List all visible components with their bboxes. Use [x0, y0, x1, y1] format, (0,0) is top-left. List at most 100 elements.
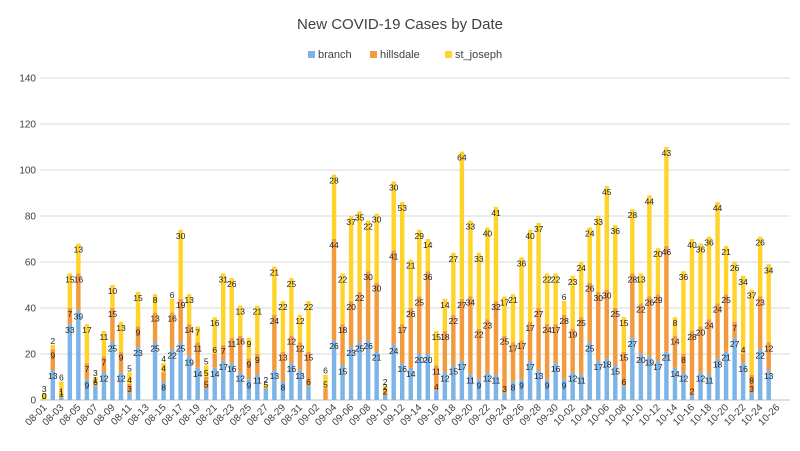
- gridlines: [40, 77, 790, 401]
- data-label-hillsdale: 4: [161, 363, 166, 373]
- bar-branch: [238, 372, 243, 400]
- data-label-st_joseph: 34: [764, 265, 774, 275]
- data-label-branch: 20: [415, 355, 425, 365]
- bar-branch: [221, 360, 226, 400]
- data-label-st_joseph: 15: [432, 332, 442, 342]
- data-label-branch: 12: [236, 373, 246, 383]
- bar-branch: [255, 374, 260, 400]
- data-label-hillsdale: 25: [415, 298, 425, 308]
- data-label-branch: 17: [525, 362, 535, 372]
- bar-branch: [578, 374, 584, 400]
- bar-hillsdale: [434, 365, 439, 391]
- bar-st_joseph: [365, 220, 371, 272]
- data-label-st_joseph: 15: [65, 275, 75, 285]
- data-label-branch: 13: [295, 371, 305, 381]
- bar-hillsdale: [417, 296, 422, 354]
- bar-st_joseph: [110, 285, 115, 308]
- data-label-branch: 16: [738, 364, 748, 374]
- bar-branch: [681, 372, 686, 400]
- bar-st_joseph: [732, 262, 737, 322]
- data-label-branch: 21: [662, 353, 672, 363]
- bar-branch: [476, 379, 482, 400]
- bar-hillsdale: [596, 291, 601, 361]
- bar-branch: [519, 379, 524, 400]
- data-label-st_joseph: 2: [383, 377, 388, 387]
- data-label-branch: 26: [363, 341, 373, 351]
- data-label-branch: 21: [721, 353, 731, 363]
- bar-branch: [715, 358, 720, 400]
- data-label-branch: 13: [534, 371, 544, 381]
- data-label-st_joseph: 21: [721, 247, 731, 257]
- bar-branch: [451, 365, 456, 400]
- legend-label-st_joseph: st_joseph: [455, 49, 502, 61]
- bar-st_joseph: [246, 337, 252, 359]
- bar-branch: [459, 360, 465, 400]
- bar-st_joseph: [238, 305, 243, 336]
- data-label-st_joseph: 8: [153, 295, 158, 305]
- bar-hillsdale: [757, 296, 763, 350]
- bar-hillsdale: [732, 321, 737, 338]
- bar-hillsdale: [365, 271, 371, 341]
- bar-branch: [655, 360, 661, 400]
- bar-st_joseph: [766, 264, 771, 343]
- data-label-hillsdale: 28: [687, 332, 697, 342]
- data-label-st_joseph: 26: [755, 238, 765, 248]
- bar-branch: [340, 365, 345, 400]
- data-label-hillsdale: 22: [449, 316, 459, 326]
- data-label-hillsdale: 4: [127, 375, 132, 385]
- y-tick-label: 60: [25, 258, 37, 269]
- data-label-branch: 16: [551, 364, 561, 374]
- data-label-branch: 9: [562, 380, 567, 390]
- bar-hillsdale: [229, 337, 234, 364]
- bar-branch: [59, 397, 64, 400]
- bar-hillsdale: [67, 308, 73, 325]
- bar-st_joseph: [50, 344, 55, 350]
- data-label-hillsdale: 12: [764, 344, 774, 354]
- data-label-branch: 23: [346, 348, 356, 358]
- bar-st_joseph: [681, 271, 686, 354]
- bar-hillsdale: [135, 326, 141, 348]
- data-label-st_joseph: 33: [466, 222, 476, 232]
- data-label-hillsdale: 18: [440, 332, 450, 342]
- x-axis-ticks: 08-0108-0308-0508-0708-0908-1108-1308-15…: [24, 402, 783, 428]
- data-label-branch: 11: [577, 376, 586, 386]
- data-label-hillsdale: 12: [295, 344, 305, 354]
- data-label-hillsdale: 12: [287, 337, 297, 347]
- data-label-st_joseph: 7: [195, 327, 200, 337]
- bar-hillsdale: [152, 312, 158, 343]
- bar-st_joseph: [382, 386, 388, 391]
- y-tick-label: 80: [25, 212, 37, 223]
- data-label-st_joseph: 6: [562, 292, 567, 302]
- data-label-st_joseph: 40: [525, 231, 535, 241]
- data-label-branch: 16: [287, 364, 297, 374]
- data-label-st_joseph: 27: [449, 254, 459, 264]
- bar-hillsdale: [613, 308, 618, 366]
- bar-hillsdale: [647, 296, 652, 357]
- data-label-st_joseph: 30: [389, 183, 399, 193]
- data-label-hillsdale: 5: [204, 368, 209, 378]
- bar-branch: [638, 354, 644, 400]
- data-label-st_joseph: 14: [440, 300, 450, 310]
- bar-st_joseph: [493, 206, 499, 302]
- data-label-branch: 3: [127, 384, 132, 394]
- bar-st_joseph: [118, 321, 124, 352]
- bar-branch: [510, 381, 516, 400]
- data-label-branch: 27: [730, 339, 740, 349]
- bar-branch: [152, 342, 158, 400]
- bar-hillsdale: [221, 344, 226, 361]
- data-label-hillsdale: 15: [304, 353, 314, 363]
- bar-hillsdale: [169, 312, 175, 350]
- bar-hillsdale: [664, 245, 669, 352]
- data-label-hillsdale: 11: [193, 344, 202, 354]
- data-label-branch: 24: [389, 346, 399, 356]
- data-label-st_joseph: 33: [594, 217, 604, 227]
- bar-branch: [272, 370, 277, 400]
- data-label-st_joseph: 45: [602, 187, 612, 197]
- bar-hillsdale: [468, 296, 473, 375]
- bar-hillsdale: [280, 351, 286, 382]
- bar-st_joseph: [698, 243, 703, 327]
- data-label-hillsdale: 15: [108, 309, 118, 319]
- bar-branch: [527, 360, 533, 400]
- bar-branch: [740, 363, 746, 400]
- bar-branch: [365, 340, 371, 400]
